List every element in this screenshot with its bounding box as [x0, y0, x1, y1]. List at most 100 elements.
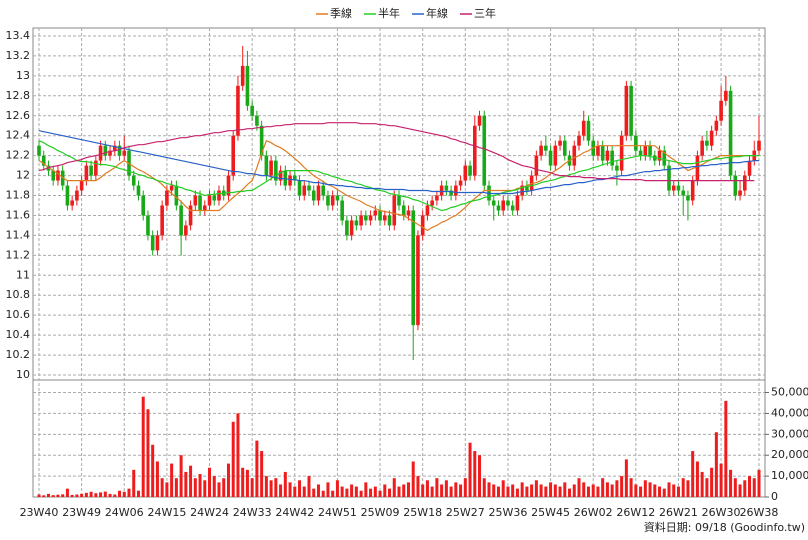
volume-bar — [511, 484, 515, 497]
volume-bar — [667, 482, 671, 497]
volume-bar — [160, 478, 164, 497]
candle-body — [724, 90, 728, 101]
volume-bar — [283, 471, 287, 497]
candle-body — [728, 90, 733, 176]
volume-bar — [601, 478, 605, 497]
candle-body — [41, 155, 46, 166]
candle-body — [345, 220, 349, 236]
volume-bar — [695, 461, 699, 497]
volume-bar — [46, 493, 50, 497]
volume-bar — [549, 482, 553, 497]
volume-bar — [714, 432, 718, 497]
candle-body — [439, 185, 444, 196]
ma-line — [38, 130, 759, 195]
candle-body — [292, 175, 297, 181]
volume-bar — [724, 400, 728, 497]
volume-bar — [430, 486, 434, 497]
x-tick-label: 24W15 — [147, 506, 186, 519]
volume-bar — [331, 490, 335, 497]
volume-bar — [226, 463, 230, 497]
volume-bar — [364, 482, 368, 497]
volume-bar — [165, 482, 169, 497]
volume-bar — [42, 495, 46, 497]
candle-body — [425, 205, 430, 216]
y2-tick-label: 30,000 — [771, 427, 808, 440]
candle-body — [212, 195, 217, 201]
candle-body — [733, 175, 738, 196]
candle-body — [747, 160, 752, 176]
volume-bar — [515, 488, 519, 497]
candle-body — [37, 145, 41, 156]
candle-body — [84, 165, 89, 181]
volume-bar — [222, 478, 226, 497]
volume-bar — [605, 482, 609, 497]
y2-tick-label: 10,000 — [771, 469, 808, 482]
candle-body — [160, 205, 164, 236]
volume-bar — [193, 478, 197, 497]
candle-body — [510, 205, 515, 211]
candle-body — [382, 215, 387, 221]
candle-body — [122, 150, 127, 156]
volume-bar — [672, 484, 676, 497]
candle-body — [596, 145, 600, 156]
candle-body — [638, 150, 643, 156]
x-tick-label: 25W45 — [531, 506, 570, 519]
volume-bar — [108, 493, 112, 497]
candle-body — [643, 145, 648, 156]
candle-body — [269, 160, 273, 176]
candle-body — [240, 65, 245, 86]
volume-bar — [748, 476, 752, 497]
candle-body — [184, 225, 188, 236]
volume-bar — [155, 461, 159, 497]
volume-bar — [440, 484, 444, 497]
y-tick-label: 10.4 — [6, 328, 31, 341]
x-tick-label: 24W06 — [105, 506, 144, 519]
candle-body — [236, 85, 240, 136]
candle-body — [544, 145, 548, 151]
candle-body — [207, 195, 212, 206]
volume-bar — [686, 480, 690, 497]
candle-body — [581, 120, 586, 136]
volume-bar — [639, 486, 643, 497]
volume-bar — [582, 482, 586, 497]
footnote: 資料日期: 09/18 (Goodinfo.tw) — [644, 520, 805, 534]
candle-body — [378, 210, 382, 221]
volume-bar — [558, 486, 562, 497]
candle-body — [311, 190, 316, 201]
volume-bar — [643, 480, 647, 497]
candle-body — [435, 195, 439, 201]
volume-bar — [250, 478, 254, 497]
candle-body — [676, 185, 681, 191]
volume-bar — [146, 409, 150, 497]
candle-body — [420, 215, 425, 236]
volume-bar — [264, 476, 268, 497]
candle-body — [577, 135, 581, 146]
candle-body — [705, 140, 709, 146]
candle-body — [496, 205, 501, 211]
volume-bar — [596, 486, 600, 497]
volume-bar — [463, 478, 467, 497]
x-tick-label: 24W51 — [318, 506, 357, 519]
candle-body — [562, 140, 567, 156]
volume-bar — [208, 467, 212, 497]
volume-bar — [733, 478, 737, 497]
volume-bar — [729, 469, 733, 497]
volume-bar — [700, 471, 704, 497]
candle-body — [586, 120, 591, 141]
volume-bar — [411, 461, 415, 497]
candle-body — [75, 190, 79, 201]
volume-bar — [132, 469, 136, 497]
y-tick-label: 11.4 — [6, 228, 31, 241]
y-tick-label: 12.6 — [6, 109, 31, 122]
volume-bar — [141, 396, 145, 497]
candle-body — [373, 210, 378, 216]
x-tick-label: 25W18 — [403, 506, 442, 519]
y2-tick-label: 40,000 — [771, 406, 808, 419]
volume-bar — [454, 482, 458, 497]
candle-body — [695, 155, 700, 181]
volume-bar — [274, 478, 278, 497]
volume-bar — [397, 486, 401, 497]
y-tick-label: 10.6 — [6, 308, 31, 321]
candle-body — [525, 185, 529, 191]
candle-body — [411, 210, 416, 326]
